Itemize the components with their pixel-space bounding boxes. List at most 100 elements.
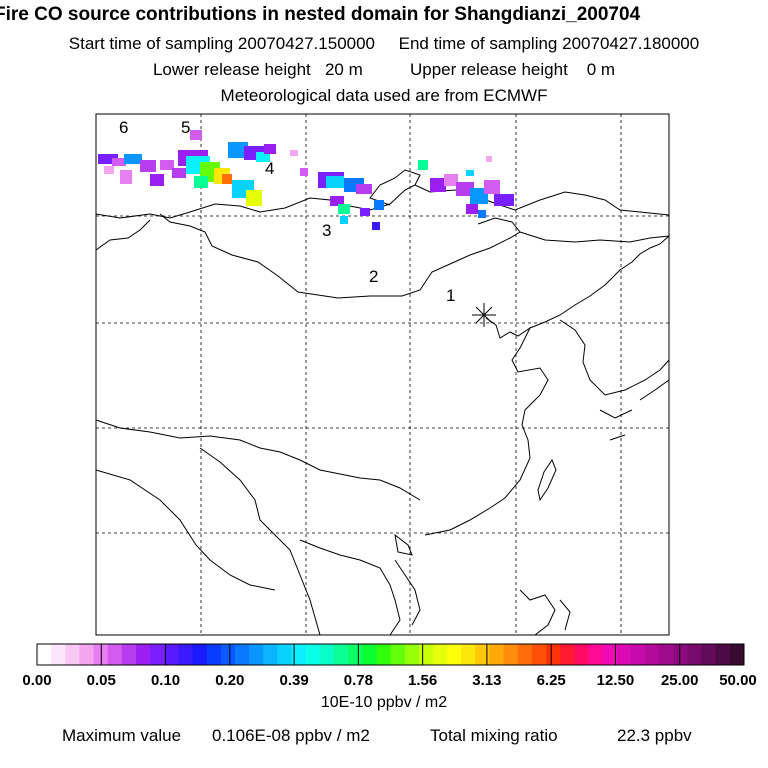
- colorbar-swatch: [715, 644, 731, 665]
- map-frame: [95, 113, 670, 636]
- lower-value: 20 m: [324, 60, 363, 79]
- taiwan-outline: [537, 458, 557, 502]
- colorbar-swatch: [150, 644, 165, 665]
- region-label-1: 1: [446, 286, 455, 305]
- region-label-3: 3: [322, 221, 331, 240]
- plume-region-5: [172, 130, 298, 206]
- colorbar-unit: 10E-10 ppbv / m2: [320, 694, 448, 711]
- lower-label: Lower release height: [152, 60, 311, 79]
- sampling-times: Start time of sampling 20070427.150000 E…: [0, 34, 768, 54]
- colorbar-swatch: [220, 644, 236, 665]
- colorbar-swatch: [164, 644, 179, 665]
- max-value: 0.106E-08 ppbv / m2: [212, 726, 370, 745]
- region-label-2: 2: [369, 267, 378, 286]
- fire-plumes: [98, 130, 514, 230]
- colorbar-tick-label: 6.25: [537, 672, 566, 689]
- colorbar-swatch: [333, 644, 349, 665]
- upper-value: 0 m: [586, 60, 616, 79]
- met-note: Meteorological data used are from ECMWF: [220, 86, 548, 105]
- total-value: 22.3 ppbv: [617, 726, 692, 745]
- colorbar-swatch: [630, 644, 646, 665]
- release-heights: Lower release height 20 m Upper release …: [0, 60, 768, 80]
- colorbar-tick-label: 0.78: [344, 672, 373, 689]
- kazakh-border: [95, 219, 151, 251]
- colorbar-swatch: [673, 644, 688, 665]
- colorbar-swatch: [107, 644, 123, 665]
- receptor-star-icon: [472, 303, 496, 327]
- vietnam-coast: [394, 559, 421, 626]
- start-label: Start time of sampling: [68, 34, 234, 53]
- colorbar-swatch: [531, 644, 547, 665]
- region-label-6: 6: [119, 118, 128, 137]
- total-label: Total mixing ratio: [430, 726, 558, 745]
- colorbar-swatch: [489, 644, 505, 665]
- colorbar-swatch: [659, 644, 674, 665]
- colorbar-swatch: [291, 644, 307, 665]
- colorbar-swatch: [574, 644, 589, 665]
- colorbar-frame: [36, 643, 745, 666]
- colorbar-swatch: [447, 644, 462, 665]
- colorbar-swatch: [390, 644, 406, 665]
- colorbar-tick-label: 0.39: [279, 672, 308, 689]
- plume-region-east: [418, 156, 514, 218]
- colorbar-swatch: [51, 644, 66, 665]
- colorbar-tick-label: 1.56: [408, 672, 437, 689]
- colorbar-swatch: [121, 644, 137, 665]
- colorbar-swatch: [135, 644, 151, 665]
- colorbar-swatch: [348, 644, 363, 665]
- boundaries: [95, 169, 670, 636]
- plume-region-6: [98, 154, 174, 186]
- graticule: [96, 114, 669, 635]
- colorbar-tick-label: 0.05: [87, 672, 116, 689]
- india-myanmar-border: [199, 447, 321, 636]
- korea-border: [529, 235, 670, 329]
- colorbar-swatch: [319, 644, 335, 665]
- map-title: Fire CO source contributions in nested d…: [0, 4, 641, 25]
- hainan-outline: [394, 533, 413, 556]
- colorbar-swatch: [602, 644, 618, 665]
- colorbar-swatch: [418, 644, 434, 665]
- colorbar-swatch: [475, 644, 490, 665]
- upper-label: Upper release height: [409, 60, 568, 79]
- colorbar-swatch: [461, 644, 476, 665]
- mongolia-china-border: [159, 213, 521, 299]
- region-labels: 1 2 3 4 5 6: [119, 118, 455, 305]
- colorbar-swatch: [729, 644, 745, 665]
- china-coastline: [424, 317, 549, 536]
- colorbar-swatch: [65, 644, 80, 665]
- colorbar-swatch: [178, 644, 194, 665]
- region-label-5: 5: [181, 118, 190, 137]
- colorbar-swatch: [192, 644, 208, 665]
- bay-of-bengal-coast: [95, 469, 276, 591]
- colorbar-swatch: [645, 644, 660, 665]
- colorbar-tick-label: 0.00: [22, 672, 51, 689]
- colorbar-swatch: [79, 644, 95, 665]
- colorbar-swatch: [546, 644, 561, 665]
- colorbar: [36, 643, 745, 666]
- colorbar-tick-label: 0.10: [151, 672, 180, 689]
- colorbar-swatch: [376, 644, 391, 665]
- max-label: Maximum value: [62, 726, 182, 745]
- japan-coast: [599, 379, 670, 441]
- colorbar-swatch: [263, 644, 278, 665]
- colorbar-swatch: [687, 644, 703, 665]
- colorbar-tick-label: 0.20: [215, 672, 244, 689]
- colorbar-swatch: [404, 644, 420, 665]
- start-value: 20070427.150000: [237, 34, 376, 53]
- colorbar-tick-label: 50.00: [719, 672, 757, 689]
- region-label-4: 4: [265, 159, 274, 178]
- colorbar-tick-label: 12.50: [597, 672, 635, 689]
- colorbar-swatch: [234, 644, 250, 665]
- colorbar-tick-label: 25.00: [661, 672, 699, 689]
- colorbar-swatch: [588, 644, 604, 665]
- colorbar-swatch: [503, 644, 519, 665]
- colorbar-swatch: [37, 644, 52, 665]
- end-label: End time of sampling: [398, 34, 558, 53]
- plume-region-4-3: [300, 168, 384, 230]
- colorbar-swatch: [701, 644, 717, 665]
- end-value: 20070427.180000: [562, 34, 700, 53]
- colorbar-swatch: [206, 644, 222, 665]
- colorbar-swatch: [277, 644, 293, 665]
- colorbar-swatch: [432, 644, 448, 665]
